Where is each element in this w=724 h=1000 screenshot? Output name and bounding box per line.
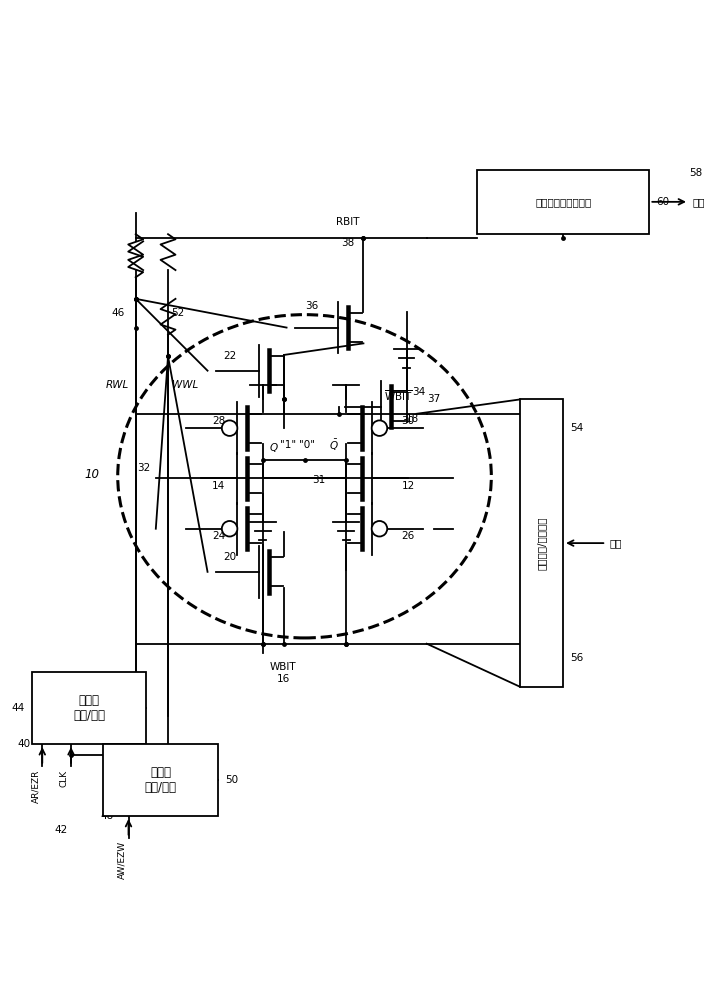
Text: AW/EZW: AW/EZW (117, 841, 127, 879)
Circle shape (222, 521, 237, 536)
Text: 读地址
锁存/时钟: 读地址 锁存/时钟 (73, 694, 105, 722)
Text: $\bar{Q}$: $\bar{Q}$ (329, 438, 339, 453)
Text: 56: 56 (571, 653, 584, 663)
Text: "0": "0" (299, 440, 315, 450)
Text: $\overline{\rm WBIT}$: $\overline{\rm WBIT}$ (384, 388, 412, 403)
Text: 46: 46 (111, 308, 125, 318)
Text: 检测逻辑和输出驱动: 检测逻辑和输出驱动 (535, 197, 592, 207)
Circle shape (371, 521, 387, 536)
Text: 40: 40 (17, 739, 30, 749)
Text: 42: 42 (54, 825, 67, 835)
Text: 24: 24 (212, 531, 225, 541)
Text: 32: 32 (137, 463, 150, 473)
Text: Q: Q (270, 443, 278, 453)
Text: 26: 26 (402, 531, 415, 541)
Text: 10: 10 (85, 468, 100, 481)
Bar (32, 672, 146, 744)
Bar (104, 744, 219, 816)
Text: WBIT: WBIT (269, 662, 296, 672)
Text: 60: 60 (657, 197, 670, 207)
Text: 30: 30 (402, 416, 415, 426)
Text: 48: 48 (101, 811, 114, 821)
Text: 31: 31 (312, 475, 325, 485)
Text: 18: 18 (406, 414, 419, 424)
Text: CLK: CLK (60, 769, 69, 787)
Text: 14: 14 (212, 481, 225, 491)
Text: 20: 20 (223, 552, 236, 562)
Text: 数据锁存/解码逻辑: 数据锁存/解码逻辑 (536, 516, 547, 570)
Bar (520, 399, 563, 687)
Text: 16: 16 (277, 674, 290, 684)
Text: 数据: 数据 (610, 538, 623, 548)
Text: 52: 52 (172, 308, 185, 318)
Text: RWL: RWL (105, 380, 128, 390)
Bar (477, 170, 649, 234)
Text: 输出: 输出 (692, 197, 705, 207)
Circle shape (371, 420, 387, 436)
Text: RBIT: RBIT (336, 217, 359, 227)
Text: 36: 36 (306, 301, 319, 311)
Circle shape (222, 420, 237, 436)
Text: 54: 54 (571, 423, 584, 433)
Text: 28: 28 (212, 416, 225, 426)
Text: "1": "1" (279, 440, 296, 450)
Text: 34: 34 (412, 387, 426, 397)
Text: AR/EZR: AR/EZR (31, 769, 40, 803)
Text: 38: 38 (341, 238, 354, 248)
Text: 12: 12 (402, 481, 415, 491)
Text: 44: 44 (11, 703, 25, 713)
Text: WWL: WWL (172, 380, 198, 390)
Text: 写地址
锁存/时钟: 写地址 锁存/时钟 (145, 766, 177, 794)
Text: 22: 22 (223, 351, 236, 361)
Text: 50: 50 (225, 775, 239, 785)
Text: 37: 37 (426, 394, 440, 404)
Text: 58: 58 (689, 168, 702, 178)
